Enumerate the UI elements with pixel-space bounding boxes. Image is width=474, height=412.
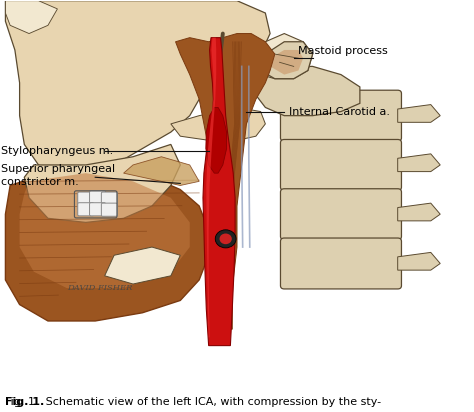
Polygon shape [261, 42, 313, 79]
FancyBboxPatch shape [281, 90, 401, 141]
FancyBboxPatch shape [281, 189, 401, 240]
FancyBboxPatch shape [281, 140, 401, 190]
Text: Stylopharyngeus m.: Stylopharyngeus m. [0, 145, 113, 156]
Circle shape [215, 230, 236, 248]
Polygon shape [206, 37, 216, 337]
Text: Mastoid process: Mastoid process [299, 46, 388, 56]
Polygon shape [256, 66, 360, 116]
Polygon shape [203, 37, 235, 346]
Polygon shape [5, 1, 57, 33]
Text: DAVID FISHER: DAVID FISHER [67, 284, 132, 292]
FancyBboxPatch shape [101, 192, 118, 205]
Polygon shape [5, 165, 209, 321]
Polygon shape [19, 173, 190, 288]
FancyBboxPatch shape [90, 191, 106, 204]
Text: Superior pharyngeal: Superior pharyngeal [0, 164, 115, 174]
Text: Fig. 1.  Schematic view of the left ICA, with compression by the sty-: Fig. 1. Schematic view of the left ICA, … [5, 397, 381, 407]
FancyBboxPatch shape [281, 238, 401, 289]
Polygon shape [171, 108, 265, 140]
FancyBboxPatch shape [101, 203, 118, 216]
Polygon shape [398, 253, 440, 270]
Text: Internal Carotid a.: Internal Carotid a. [289, 107, 390, 117]
Polygon shape [270, 50, 303, 75]
FancyBboxPatch shape [78, 192, 94, 205]
Circle shape [219, 234, 232, 244]
Polygon shape [246, 33, 313, 79]
Polygon shape [105, 247, 180, 284]
Text: Fig. 1.: Fig. 1. [5, 397, 44, 407]
Polygon shape [206, 108, 227, 173]
Polygon shape [398, 203, 440, 221]
Polygon shape [398, 105, 440, 122]
Polygon shape [5, 1, 270, 173]
FancyBboxPatch shape [90, 203, 106, 216]
Polygon shape [398, 154, 440, 171]
Text: constrictor m.: constrictor m. [0, 177, 78, 187]
FancyBboxPatch shape [78, 203, 94, 216]
Polygon shape [24, 145, 180, 222]
Polygon shape [175, 33, 275, 329]
Polygon shape [124, 157, 199, 185]
